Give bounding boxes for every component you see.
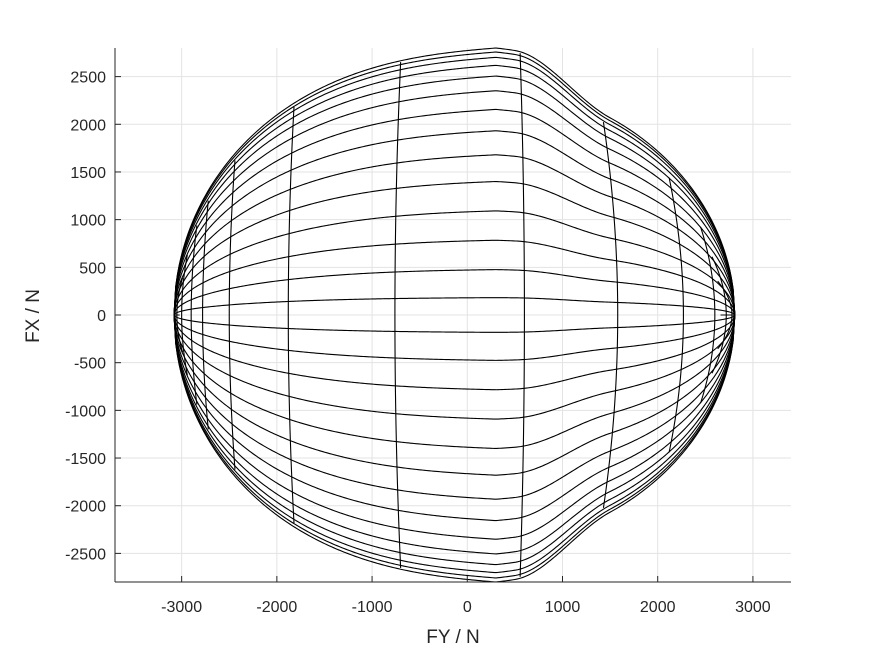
longitudinal-curve <box>173 210 736 316</box>
longitudinal-curve <box>173 314 736 566</box>
longitudinal-curve <box>173 314 736 522</box>
longitudinal-curve <box>173 314 736 333</box>
y-tick-label: -2000 <box>65 499 106 516</box>
longitudinal-curve <box>173 297 736 316</box>
longitudinal-curve <box>173 108 736 316</box>
y-tick-label: 500 <box>79 260 106 277</box>
y-tick-label: 0 <box>97 308 106 325</box>
x-axis-label: FY / N <box>426 627 480 648</box>
longitudinal-curve <box>173 314 736 555</box>
lateral-curve <box>181 254 188 376</box>
lateral-curve <box>228 160 236 470</box>
x-tick-label: -2000 <box>256 599 297 616</box>
x-tick-label: 0 <box>463 599 472 616</box>
x-tick-label: 3000 <box>735 599 771 616</box>
longitudinal-curve <box>173 75 736 316</box>
lateral-curve <box>668 177 684 453</box>
y-tick-label: 2500 <box>70 70 106 87</box>
longitudinal-curve <box>173 314 736 579</box>
longitudinal-curve <box>173 56 736 316</box>
y-tick-label: -1000 <box>65 403 106 420</box>
longitudinal-curve <box>173 90 736 316</box>
longitudinal-curve <box>173 314 736 450</box>
lateral-curve <box>190 225 198 405</box>
x-tick-label: 2000 <box>640 599 676 616</box>
y-tick-label: 1000 <box>70 213 106 230</box>
longitudinal-curve <box>173 130 736 316</box>
longitudinal-curve <box>173 314 736 583</box>
longitudinal-curve <box>173 314 736 500</box>
y-tick-label: -2500 <box>65 546 106 563</box>
lateral-curve <box>176 277 184 353</box>
y-tick-label: 1500 <box>70 165 106 182</box>
longitudinal-curve <box>173 239 736 316</box>
longitudinal-curve <box>173 314 736 476</box>
lateral-curve <box>394 62 402 568</box>
longitudinal-curve <box>173 314 736 420</box>
longitudinal-curve <box>173 314 736 391</box>
longitudinal-curve <box>173 314 736 574</box>
longitudinal-curve <box>173 47 736 316</box>
longitudinal-curve <box>173 314 736 540</box>
longitudinal-curve <box>173 180 736 316</box>
lateral-curve <box>602 122 619 508</box>
axes: -3000 -2000 -1000 0 1000 2000 3000 -2500 -2000 -1… <box>65 48 791 616</box>
x-tick-label: 1000 <box>545 599 581 616</box>
lateral-curve <box>287 106 295 524</box>
lateral-curve <box>700 226 716 404</box>
x-tick-label: -3000 <box>161 599 202 616</box>
grid <box>115 48 791 582</box>
y-axis-label: FX / N <box>23 289 44 343</box>
curve-group <box>173 47 736 583</box>
lateral-curve <box>519 53 525 577</box>
longitudinal-curve <box>173 154 736 316</box>
y-tick-label: -500 <box>74 356 106 373</box>
x-tick-label: -1000 <box>352 599 393 616</box>
y-tick-label: 2000 <box>70 117 106 134</box>
lateral-curve <box>202 200 209 430</box>
longitudinal-curve <box>173 314 736 361</box>
longitudinal-curve <box>173 64 736 316</box>
longitudinal-curve <box>173 269 736 316</box>
y-tick-label: -1500 <box>65 451 106 468</box>
longitudinal-curve <box>173 51 736 316</box>
